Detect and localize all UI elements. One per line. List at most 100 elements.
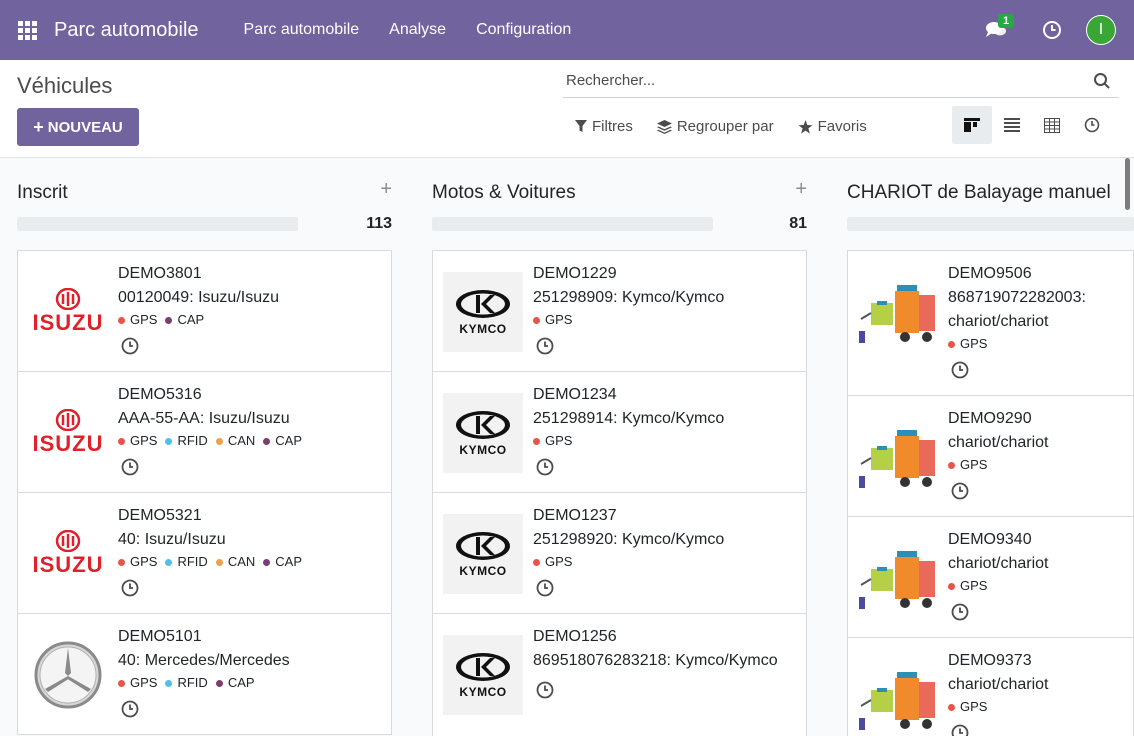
vehicle-name: DEMO1229 xyxy=(533,265,617,282)
vehicle-image: KYMCO xyxy=(441,634,525,716)
column-progress-bar[interactable] xyxy=(17,217,298,231)
tag-label: CAP xyxy=(177,312,205,327)
vehicle-description: 868719072282003: chariot/chariot xyxy=(948,289,1086,330)
activity-clock-icon[interactable] xyxy=(951,603,969,621)
column-cards: KYMCO DEMO1229 251298909: Kymco/Kymco GPS KY… xyxy=(432,250,807,736)
new-button-label: NOUVEAU xyxy=(47,118,123,136)
card-body: DEMO9290 chariot/chariot GPS xyxy=(948,409,1125,505)
column-title[interactable]: Inscrit xyxy=(17,182,68,203)
vehicle-card[interactable]: KYMCO DEMO1256 869518076283218: Kymco/Kymc… xyxy=(432,613,807,736)
vehicle-card[interactable]: DEMO5101 40: Mercedes/Mercedes GPS RFID CAP xyxy=(17,613,392,735)
card-body: DEMO9506 868719072282003: chariot/chariot… xyxy=(948,264,1125,384)
vehicle-card[interactable]: KYMCO DEMO1237 251298920: Kymco/Kymco GPS xyxy=(432,492,807,614)
tag-list: GPS RFID CAN CAP xyxy=(118,553,383,571)
column-progress-bar[interactable] xyxy=(432,217,713,231)
search-input[interactable] xyxy=(563,72,1063,89)
apps-menu-icon[interactable] xyxy=(0,0,54,60)
tag-label: GPS xyxy=(130,554,158,569)
tag-color-dot xyxy=(118,437,125,445)
vehicle-description: 869518076283218: Kymco/Kymco xyxy=(533,652,778,669)
kanban-view-button[interactable] xyxy=(952,106,992,144)
list-view-icon xyxy=(1004,118,1020,132)
layers-icon xyxy=(656,119,672,134)
activity-clock-icon[interactable] xyxy=(121,337,139,355)
vehicle-card[interactable]: ISUZU DEMO3801 00120049: Isuzu/Isuzu GPS CAP xyxy=(17,250,392,372)
activity-clock-icon[interactable] xyxy=(536,681,554,699)
chat-count-badge: 1 xyxy=(998,14,1015,28)
vehicle-description: chariot/chariot xyxy=(948,555,1049,572)
activity-clock-icon[interactable] xyxy=(536,579,554,597)
vehicle-description: 251298914: Kymco/Kymco xyxy=(533,410,725,427)
card-body: DEMO3801 00120049: Isuzu/Isuzu GPS CAP xyxy=(118,264,383,360)
menu-analyse[interactable]: Analyse xyxy=(389,21,447,38)
tag-color-dot xyxy=(263,558,271,566)
vehicle-card[interactable]: DEMO9373 chariot/chariot GPS xyxy=(847,637,1134,736)
vehicle-card[interactable]: ISUZU DEMO5316 AAA-55-AA: Isuzu/Isuzu GPS RF… xyxy=(17,371,392,493)
plus-icon: + xyxy=(33,117,44,137)
activity-clock-icon[interactable] xyxy=(951,361,969,379)
group-by-label: Regrouper par xyxy=(676,118,774,135)
activity-view-button[interactable] xyxy=(1072,106,1112,144)
vehicle-image: ISUZU xyxy=(26,513,110,595)
vehicle-name: DEMO1237 xyxy=(533,507,617,524)
filters-button[interactable]: Filtres xyxy=(575,118,633,135)
new-button[interactable]: + NOUVEAU xyxy=(17,108,139,146)
vehicle-card[interactable]: DEMO9506 868719072282003: chariot/chariot… xyxy=(847,250,1134,396)
activity-clock-icon[interactable] xyxy=(121,700,139,718)
tag-color-dot xyxy=(948,703,955,711)
favorites-button[interactable]: Favoris xyxy=(798,118,867,135)
kymco-logo: KYMCO xyxy=(443,635,523,715)
vehicle-card[interactable]: KYMCO DEMO1234 251298914: Kymco/Kymco GPS xyxy=(432,371,807,493)
tag-gps: GPS xyxy=(948,335,987,353)
vehicle-card[interactable]: KYMCO DEMO1229 251298909: Kymco/Kymco GPS xyxy=(432,250,807,372)
favorites-label: Favoris xyxy=(817,118,867,135)
vehicle-image xyxy=(856,658,940,736)
top-navbar: Parc automobile Parc automobile Analyse … xyxy=(0,0,1134,60)
column-title[interactable]: Motos & Voitures xyxy=(432,182,576,203)
activity-clock-icon[interactable] xyxy=(121,579,139,597)
column-title[interactable]: CHARIOT de Balayage manuel xyxy=(847,182,1111,203)
tag-color-dot xyxy=(165,316,173,324)
filter-icon xyxy=(575,120,587,132)
activity-clock-icon[interactable] xyxy=(951,482,969,500)
menu-parc-automobile[interactable]: Parc automobile xyxy=(243,21,360,38)
column-header: Motos & Voitures + xyxy=(432,158,807,213)
card-body: DEMO1234 251298914: Kymco/Kymco GPS xyxy=(533,385,798,481)
card-body: DEMO1229 251298909: Kymco/Kymco GPS xyxy=(533,264,798,360)
vehicle-description: chariot/chariot xyxy=(948,676,1049,693)
vehicle-card[interactable]: ISUZU DEMO5321 40: Isuzu/Isuzu GPS RFID CAN CA… xyxy=(17,492,392,614)
vehicle-image xyxy=(856,537,940,619)
tag-list: GPS CAP xyxy=(118,311,383,329)
activity-clock-icon[interactable] xyxy=(121,458,139,476)
messaging-button[interactable]: 1 xyxy=(976,0,1016,60)
list-view-button[interactable] xyxy=(992,106,1032,144)
horizontal-scrollbar[interactable] xyxy=(1125,158,1130,210)
quick-create-icon[interactable]: + xyxy=(795,178,807,200)
vehicle-card[interactable]: DEMO9290 chariot/chariot GPS xyxy=(847,395,1134,517)
tag-label: CAP xyxy=(275,433,302,448)
app-brand[interactable]: Parc automobile xyxy=(54,18,199,41)
search-options: Filtres Regrouper par Favoris xyxy=(575,118,891,135)
activity-clock-icon[interactable] xyxy=(951,724,969,736)
tag-color-dot xyxy=(948,461,955,469)
vehicle-card[interactable]: DEMO9340 chariot/chariot GPS xyxy=(847,516,1134,638)
tag-color-dot xyxy=(118,558,125,566)
quick-create-icon[interactable]: + xyxy=(380,178,392,200)
tag-label: CAP xyxy=(275,554,302,569)
activity-clock-icon[interactable] xyxy=(536,458,554,476)
tag-gps: GPS xyxy=(948,698,987,716)
tag-label: CAP xyxy=(227,675,255,690)
pivot-view-button[interactable] xyxy=(1032,106,1072,144)
isuzu-logo: ISUZU xyxy=(33,288,104,336)
vehicle-name: DEMO3801 xyxy=(118,265,202,282)
activity-clock-icon[interactable] xyxy=(536,337,554,355)
group-by-button[interactable]: Regrouper par xyxy=(656,118,774,135)
kanban-view-icon xyxy=(964,118,980,132)
column-count: 81 xyxy=(789,215,807,232)
column-progress-bar[interactable] xyxy=(847,217,1134,231)
activities-button[interactable] xyxy=(1032,0,1072,60)
vehicle-description: 251298909: Kymco/Kymco xyxy=(533,289,725,306)
menu-configuration[interactable]: Configuration xyxy=(476,21,572,38)
search-icon[interactable] xyxy=(1093,72,1111,90)
user-avatar[interactable]: I xyxy=(1086,15,1116,45)
